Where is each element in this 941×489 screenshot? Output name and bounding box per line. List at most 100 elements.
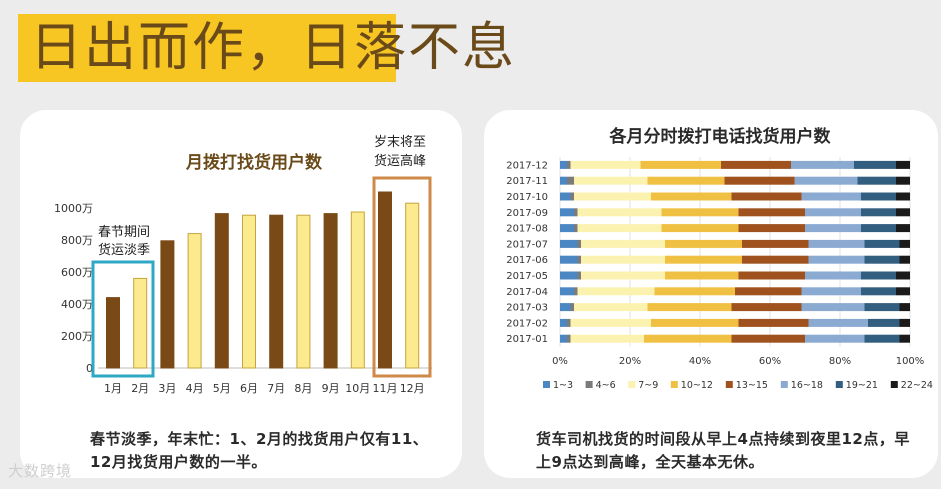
- y-tick-label: 2017-01: [506, 334, 548, 345]
- stacked-segment: [560, 239, 578, 248]
- stacked-segment: [896, 224, 910, 233]
- x-tick-label: 3月: [158, 382, 176, 395]
- banner: [18, 14, 396, 82]
- y-tick-label: 2017-02: [506, 318, 548, 329]
- y-tick-label: 2017-12: [506, 160, 548, 171]
- stacked-segment: [651, 318, 739, 327]
- stacked-segment: [808, 239, 865, 248]
- stacked-segment: [861, 271, 896, 280]
- legend-swatch: [835, 381, 843, 388]
- stacked-segment: [801, 192, 861, 201]
- x-tick-label: 10月: [345, 382, 370, 395]
- y-tick-label: 2017-07: [506, 239, 548, 250]
- legend-swatch: [725, 381, 733, 388]
- stacked-segment: [735, 287, 802, 296]
- stacked-segment: [738, 318, 809, 327]
- stacked-segment: [864, 255, 900, 264]
- stacked-segment: [581, 271, 665, 280]
- stacked-segment: [661, 224, 739, 233]
- legend-label: 22~24: [901, 380, 933, 391]
- stacked-segment: [896, 208, 910, 217]
- stacked-segment: [899, 303, 910, 312]
- bar: [214, 213, 229, 369]
- x-tick-label: 7月: [267, 382, 285, 395]
- bar: [350, 211, 365, 369]
- bar: [133, 277, 148, 369]
- x-tick-label: 12月: [400, 382, 425, 395]
- chart2-title: 各月分时拨打电话找货用户数: [609, 126, 832, 147]
- stacked-segment: [577, 271, 581, 280]
- stacked-segment: [570, 318, 651, 327]
- x-tick-label: 80%: [829, 356, 851, 367]
- stacked-segment: [731, 334, 805, 343]
- stacked-segment: [570, 160, 641, 169]
- legend-swatch: [543, 381, 550, 388]
- stacked-segment: [868, 318, 900, 327]
- stacked-segment: [560, 271, 578, 280]
- bar: [269, 214, 284, 369]
- x-tick-label: 11月: [373, 382, 398, 395]
- stacked-segment: [896, 271, 910, 280]
- bar: [187, 233, 202, 369]
- stacked-segment: [794, 176, 858, 185]
- y-tick-label: 0: [86, 362, 93, 375]
- stacked-segment: [791, 160, 854, 169]
- y-tick-label: 2017-05: [506, 271, 548, 282]
- stacked-segment: [574, 303, 648, 312]
- stacked-segment: [805, 208, 861, 217]
- annotation-spring-festival: 春节期间货运淡季: [98, 225, 150, 258]
- y-tick-label: 600万: [61, 266, 93, 279]
- stacked-segment: [581, 239, 665, 248]
- stacked-segment: [560, 334, 567, 343]
- stacked-segment: [570, 303, 574, 312]
- bar: [378, 191, 392, 369]
- stacked-segment: [560, 255, 578, 264]
- x-tick-label: 4月: [186, 382, 204, 395]
- stacked-segment: [738, 271, 805, 280]
- stacked-segment: [864, 303, 900, 312]
- stacked-segment: [567, 160, 571, 169]
- stacked-segment: [577, 239, 581, 248]
- legend-label: 16~18: [791, 380, 823, 391]
- right-caption: 货车司机找货的时间段从早上4点持续到夜里12点，早上9点达到高峰，全天基本无休。: [536, 430, 910, 471]
- x-tick-label: 9月: [322, 382, 340, 395]
- y-tick-label: 800万: [61, 234, 93, 247]
- stacked-segment: [567, 318, 571, 327]
- y-tick-label: 2017-11: [506, 176, 548, 187]
- stacked-segment: [857, 176, 896, 185]
- chart1-title: 月拨打找货用户数: [185, 152, 323, 173]
- stacked-segment: [896, 160, 910, 169]
- stacked-segment: [724, 176, 795, 185]
- bar: [106, 297, 120, 369]
- stacked-segment: [647, 176, 725, 185]
- stacked-segment: [560, 224, 574, 233]
- legend-label: 1~3: [553, 380, 573, 391]
- stacked-segment: [896, 192, 910, 201]
- legend-label: 4~6: [596, 380, 616, 391]
- stacked-segment: [654, 287, 735, 296]
- stacked-segment: [560, 318, 567, 327]
- y-tick-label: 2017-06: [506, 255, 548, 266]
- banner-title: 日出而作，日落不息: [30, 18, 517, 78]
- stacked-segment: [896, 287, 910, 296]
- stacked-segment: [574, 287, 578, 296]
- stacked-segment: [640, 160, 721, 169]
- stacked-segment: [574, 176, 648, 185]
- stacked-segment: [899, 239, 910, 248]
- legend-label: 13~15: [736, 380, 768, 391]
- stacked-segment: [560, 303, 571, 312]
- bar: [296, 214, 311, 369]
- y-tick-label: 2017-09: [506, 208, 548, 219]
- legend-swatch: [780, 381, 788, 388]
- stacked-segment: [805, 334, 865, 343]
- x-tick-label: 1月: [104, 382, 122, 395]
- y-tick-label: 2017-04: [506, 287, 548, 298]
- stacked-segment: [731, 192, 802, 201]
- stacked-segment: [742, 239, 809, 248]
- stacked-segment: [574, 208, 578, 217]
- y-tick-label: 2017-03: [506, 303, 548, 314]
- stacked-segment: [560, 287, 574, 296]
- left-caption: 春节淡季，年末忙：1、2月的找货用户仅有11、12月找货用户数的一半。: [90, 430, 429, 471]
- stacked-segment: [854, 160, 896, 169]
